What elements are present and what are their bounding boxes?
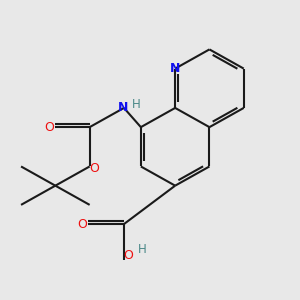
Text: O: O <box>124 249 134 262</box>
Text: N: N <box>170 62 180 75</box>
Text: H: H <box>132 98 141 111</box>
Text: O: O <box>44 121 54 134</box>
Text: H: H <box>138 243 147 256</box>
Text: N: N <box>118 101 128 114</box>
Text: O: O <box>77 218 87 231</box>
Text: O: O <box>89 162 99 175</box>
